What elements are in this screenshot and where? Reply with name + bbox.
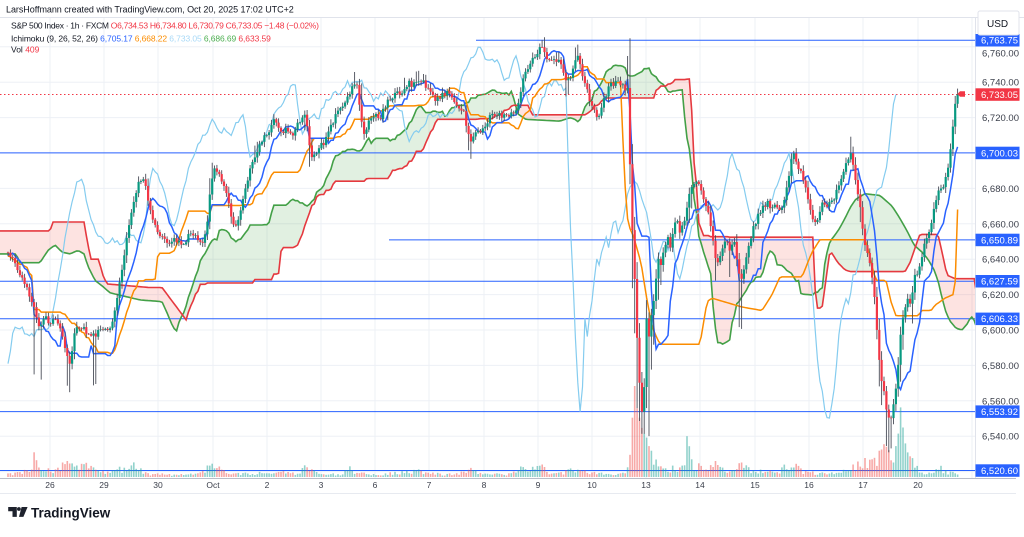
svg-text:6,640.00: 6,640.00 bbox=[982, 255, 1019, 266]
svg-text:Oct: Oct bbox=[206, 480, 220, 490]
svg-text:6,680.00: 6,680.00 bbox=[982, 184, 1019, 195]
svg-text:2: 2 bbox=[265, 480, 270, 490]
svg-text:6,660.00: 6,660.00 bbox=[982, 219, 1019, 230]
svg-text:8: 8 bbox=[482, 480, 487, 490]
svg-text:6,763.75: 6,763.75 bbox=[981, 36, 1018, 47]
svg-text:6,600.00: 6,600.00 bbox=[982, 326, 1019, 337]
svg-text:6,606.33: 6,606.33 bbox=[981, 314, 1018, 325]
svg-text:LarsHoffmann created with Trad: LarsHoffmann created with TradingView.co… bbox=[6, 5, 294, 15]
svg-text:6,740.00: 6,740.00 bbox=[982, 78, 1019, 89]
svg-text:6,650.89: 6,650.89 bbox=[981, 235, 1018, 246]
svg-text:14: 14 bbox=[695, 480, 705, 490]
svg-text:15: 15 bbox=[750, 480, 760, 490]
svg-text:TradingView: TradingView bbox=[31, 506, 111, 521]
svg-text:6,733.05: 6,733.05 bbox=[981, 90, 1018, 101]
svg-text:Ichimoku (9, 26, 52, 26) 6,705: Ichimoku (9, 26, 52, 26) 6,705.17 6,668.… bbox=[11, 34, 271, 44]
svg-text:6: 6 bbox=[373, 480, 378, 490]
svg-text:26: 26 bbox=[45, 480, 55, 490]
svg-text:13: 13 bbox=[641, 480, 651, 490]
svg-text:29: 29 bbox=[99, 480, 109, 490]
svg-text:6,620.00: 6,620.00 bbox=[982, 290, 1019, 301]
svg-text:7: 7 bbox=[427, 480, 432, 490]
svg-text:6,580.00: 6,580.00 bbox=[982, 361, 1019, 372]
svg-text:17: 17 bbox=[858, 480, 868, 490]
svg-text:6,560.00: 6,560.00 bbox=[982, 396, 1019, 407]
svg-text:10: 10 bbox=[587, 480, 597, 490]
svg-text:6,760.00: 6,760.00 bbox=[982, 49, 1019, 60]
svg-text:9: 9 bbox=[536, 480, 541, 490]
svg-text:6,627.59: 6,627.59 bbox=[981, 277, 1018, 288]
svg-text:6,540.00: 6,540.00 bbox=[982, 432, 1019, 443]
svg-text:20: 20 bbox=[913, 480, 923, 490]
svg-text:S&P 500 Index · 1h · FXCM O6,7: S&P 500 Index · 1h · FXCM O6,734.53 H6,7… bbox=[11, 21, 319, 31]
svg-text:16: 16 bbox=[804, 480, 814, 490]
svg-text:Vol 409: Vol 409 bbox=[11, 45, 40, 55]
svg-text:6,520.60: 6,520.60 bbox=[981, 466, 1018, 477]
svg-text:30: 30 bbox=[153, 480, 163, 490]
svg-text:6,553.92: 6,553.92 bbox=[981, 407, 1018, 418]
svg-text:3: 3 bbox=[319, 480, 324, 490]
svg-text:6,700.03: 6,700.03 bbox=[981, 148, 1018, 159]
svg-text:6,720.00: 6,720.00 bbox=[982, 113, 1019, 124]
svg-text:USD: USD bbox=[987, 19, 1008, 30]
